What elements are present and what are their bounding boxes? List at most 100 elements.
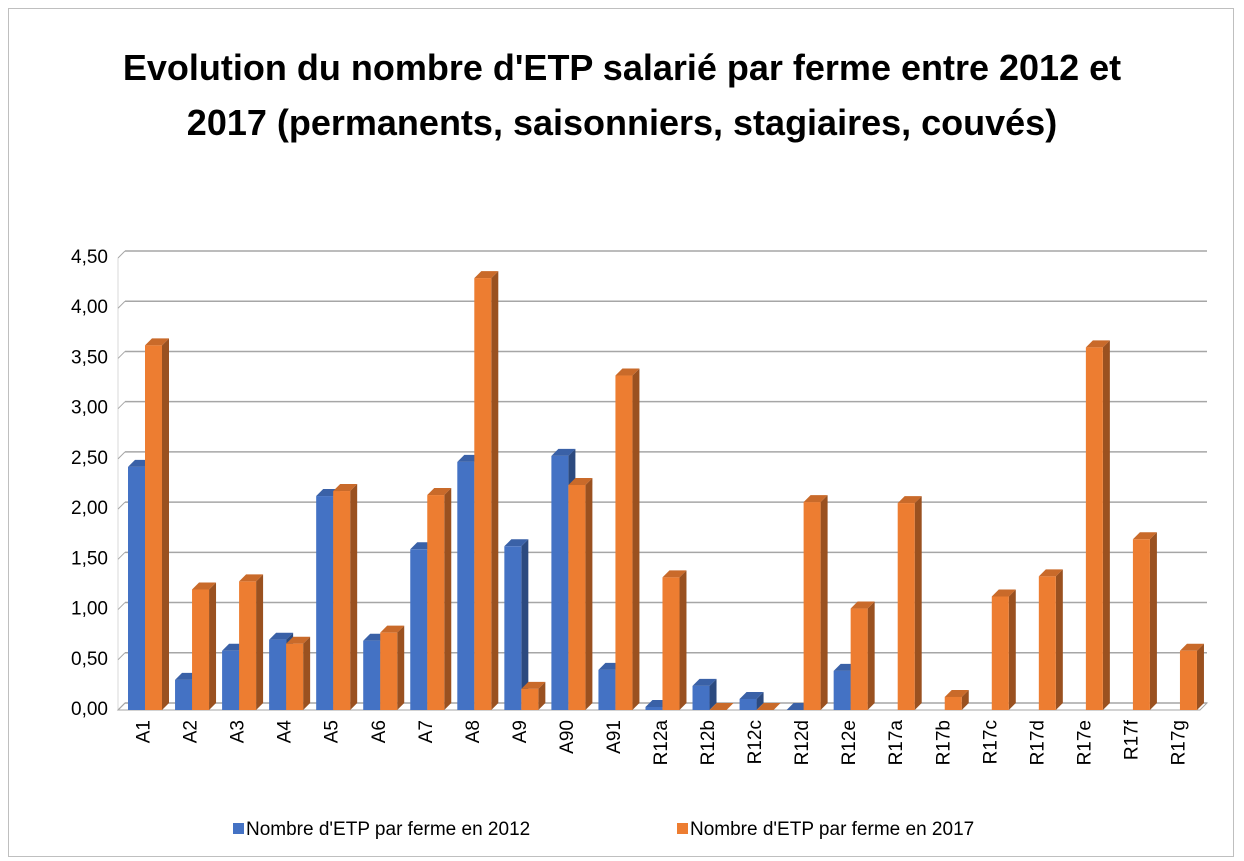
bar-top [551, 448, 576, 456]
bar-front [269, 639, 287, 710]
bar [427, 488, 452, 710]
bar [850, 601, 875, 710]
grid-wall [117, 602, 126, 610]
x-tick-label: R12b [698, 720, 719, 765]
y-tick-label: 1,00 [71, 599, 108, 620]
chart-title: Evolution du nombre d'ETP salarié par fe… [122, 47, 1122, 143]
bar-top [333, 484, 358, 492]
bar-front [145, 345, 162, 710]
grid-wall [117, 702, 126, 711]
bar-side [679, 570, 687, 710]
bar [897, 496, 922, 710]
grid-wall [117, 401, 126, 410]
bar-side [1196, 643, 1204, 710]
x-tick-label: R12a [651, 720, 672, 766]
bar-top [1085, 340, 1110, 348]
bar-side [209, 582, 217, 710]
bar [504, 539, 529, 710]
x-tick-label: R17f [1121, 719, 1142, 760]
legend-swatch [233, 823, 244, 834]
bar [615, 368, 640, 710]
bar-top [145, 338, 169, 346]
x-tick-label: A90 [557, 720, 578, 754]
x-tick-label: R17c [980, 720, 1001, 764]
x-tick-label: R12e [839, 720, 860, 765]
bar-front [568, 485, 586, 710]
bar-front [551, 455, 569, 710]
bar-top [568, 478, 593, 486]
bar-front [128, 466, 145, 710]
bar-front [427, 495, 445, 710]
bar-front [363, 640, 381, 710]
bar [692, 678, 717, 710]
bar-front [1132, 539, 1150, 710]
grid-wall [117, 351, 126, 359]
bar [1085, 340, 1110, 710]
bar [1179, 643, 1204, 710]
bar-front [739, 698, 757, 710]
bar [568, 478, 593, 710]
bar-side [162, 338, 169, 710]
bar-top [521, 681, 546, 689]
x-tick-label: R12d [792, 720, 813, 765]
x-tick-label: A3 [228, 720, 249, 743]
bar-top [756, 703, 781, 710]
bar-side [521, 539, 529, 710]
bar-top [380, 625, 405, 633]
x-tick-label: A7 [416, 720, 437, 743]
y-tick-label: 1,50 [71, 548, 108, 569]
bar-front [316, 496, 334, 710]
bar-front [944, 696, 962, 710]
x-tick-label: R17a [886, 720, 907, 766]
bar [756, 703, 781, 710]
bar [521, 681, 546, 710]
x-tick-label: R17e [1074, 720, 1095, 765]
x-tick-label: R17g [1168, 720, 1189, 765]
y-tick-label: 2,00 [71, 498, 108, 519]
bar-top [427, 488, 452, 496]
x-tick-label: A5 [322, 720, 343, 743]
bar-front [457, 461, 475, 710]
bar-top [1038, 569, 1063, 577]
bar [803, 495, 828, 710]
x-tick-label: R17d [1027, 720, 1048, 765]
bar-side [585, 478, 593, 710]
bar-front [521, 688, 539, 710]
bar-side [914, 496, 922, 710]
bar-side [756, 691, 764, 710]
bar-top [1179, 643, 1204, 651]
bar-front [1085, 347, 1103, 710]
y-tick-label: 4,50 [71, 247, 108, 268]
bar-top [269, 632, 294, 640]
bar-top [474, 271, 499, 279]
bar [333, 484, 358, 710]
grid-wall [117, 250, 126, 259]
bar-front [333, 491, 351, 710]
x-tick-label: A1 [134, 720, 155, 743]
bar-side [444, 488, 452, 710]
bar [739, 691, 764, 710]
x-tick-label: A2 [181, 720, 202, 743]
x-tick-label: A91 [604, 720, 625, 754]
bar-side [632, 368, 640, 710]
bar [192, 582, 217, 710]
bar-front [692, 685, 710, 710]
bar-top [239, 574, 264, 582]
bar-top [803, 495, 828, 503]
y-tick-label: 3,50 [71, 347, 108, 368]
y-tick-label: 4,00 [71, 297, 108, 318]
bar [286, 636, 311, 710]
bar [709, 703, 734, 710]
bar-side [1008, 589, 1016, 710]
bar-front [598, 669, 616, 710]
bar-top [709, 703, 734, 710]
grid-wall [117, 652, 126, 661]
bar-top [286, 636, 311, 644]
bar [239, 574, 264, 710]
x-tick-label: A6 [369, 720, 390, 743]
grid-wall [117, 451, 126, 460]
bar-top [850, 601, 875, 609]
bar-front [222, 650, 240, 710]
bar-side [491, 271, 499, 710]
